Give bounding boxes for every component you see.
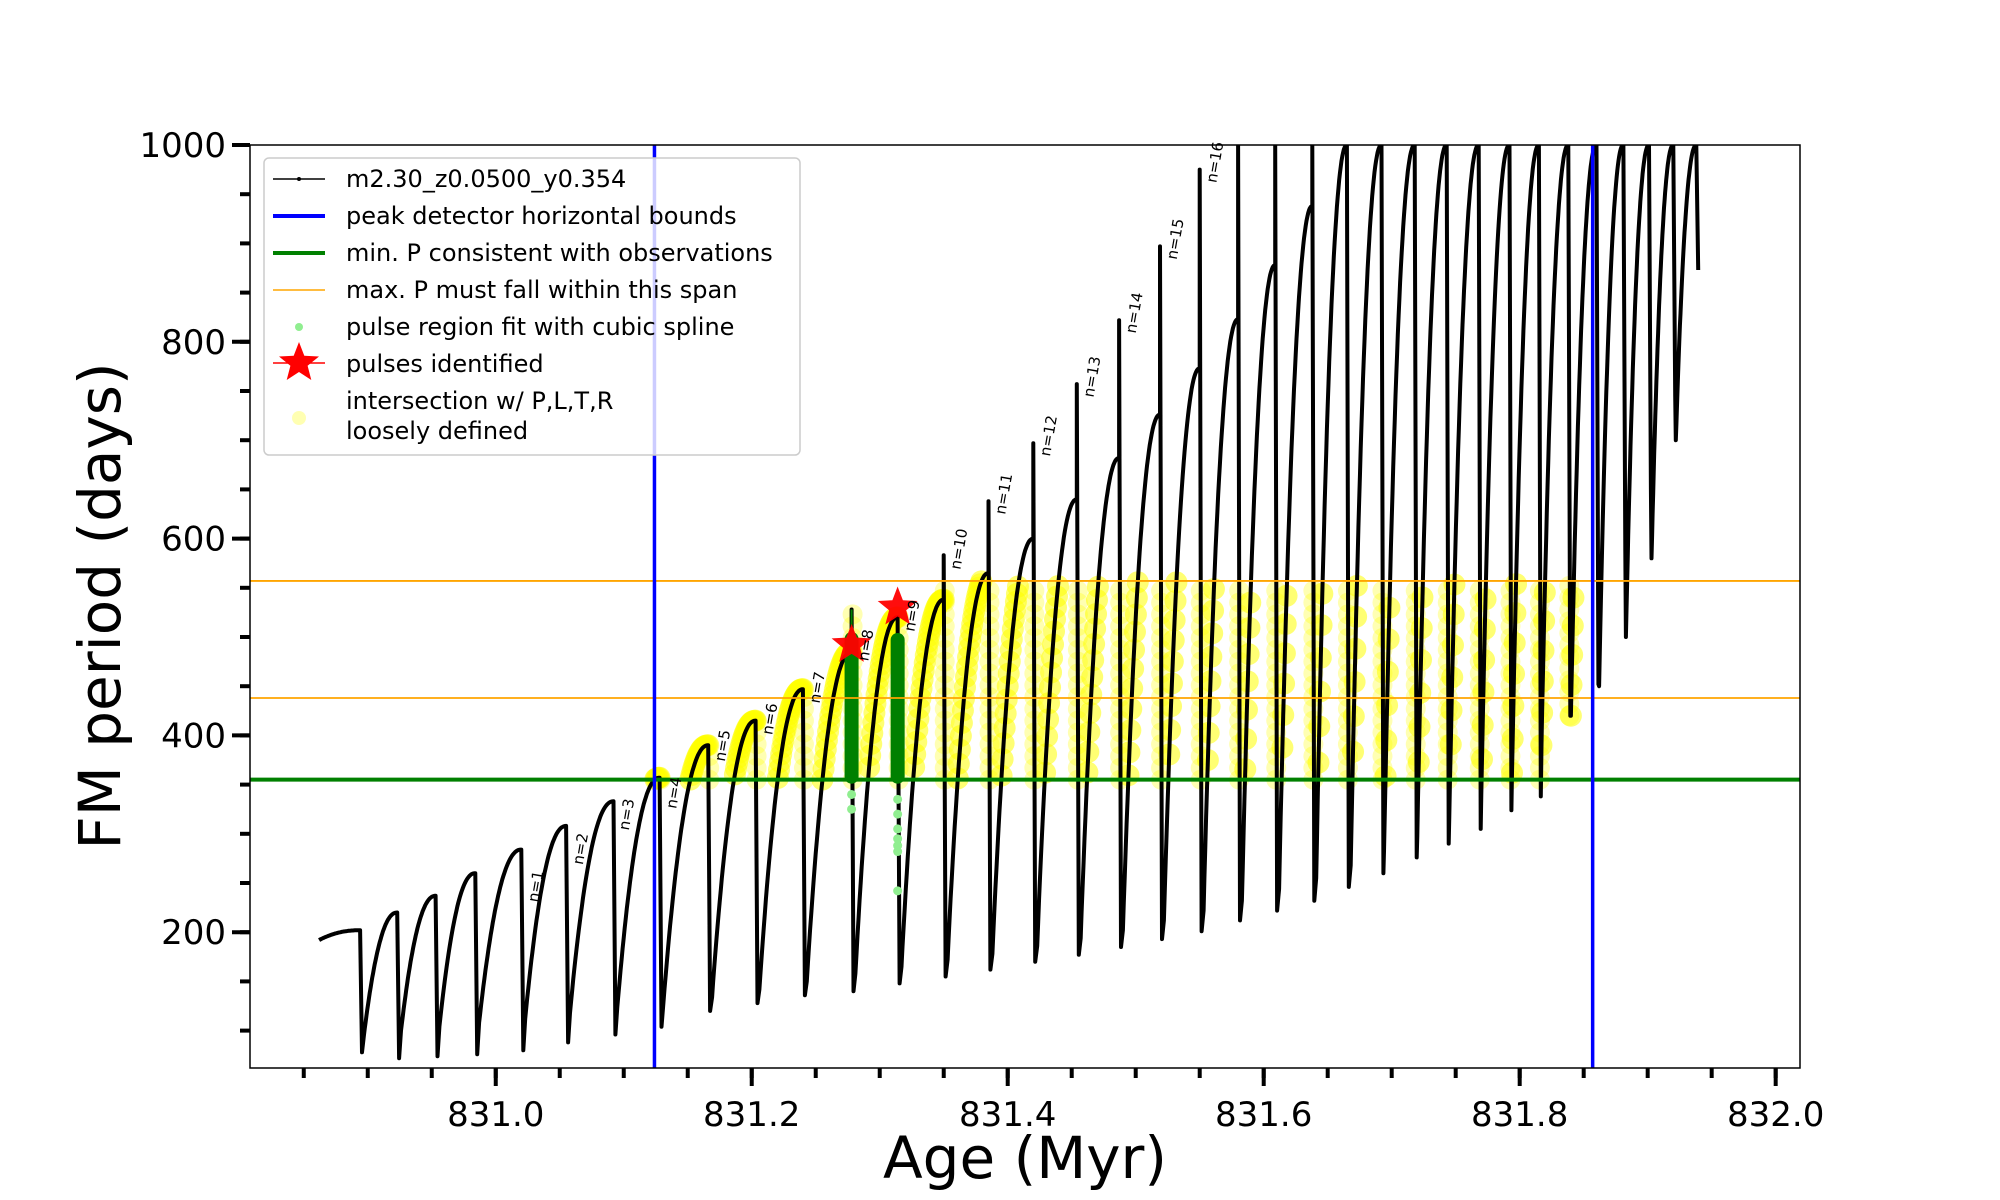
pulse-star (831, 623, 872, 662)
legend-item-bounds: peak detector horizontal bounds (273, 202, 737, 230)
spline-dot (847, 804, 857, 814)
legend-item-track: m2.30_z0.0500_y0.354 (273, 165, 626, 193)
y-axis-label: FM period (days) (66, 362, 134, 849)
spline-dot (893, 834, 903, 844)
spline-dot (893, 809, 903, 819)
y-tick-label: 800 (161, 323, 226, 363)
horizontal-lines (250, 580, 1800, 782)
legend-item-intersection: intersection w/ P,L,T,R loosely defined (292, 387, 613, 445)
x-tick-label: 831.2 (703, 1095, 800, 1135)
n-label: n=3 (615, 797, 638, 831)
n-label: n=8 (854, 628, 877, 662)
legend-label: intersection w/ P,L,T,R (346, 387, 613, 415)
x-axis: 831.0 831.2 831.4 831.6 831.8 832.0 (301, 1068, 1824, 1135)
legend-label: peak detector horizontal bounds (346, 202, 737, 230)
legend: m2.30_z0.0500_y0.354 peak detector horiz… (263, 157, 801, 456)
x-axis-label: Age (Myr) (883, 1124, 1167, 1192)
legend-item-pulses: pulses identified (273, 342, 544, 380)
x-tick-label: 831.0 (447, 1095, 544, 1135)
legend-label: min. P consistent with observations (346, 239, 773, 267)
spline-markers (844, 609, 905, 896)
spline-dot (893, 847, 903, 857)
y-tick-label: 400 (161, 716, 226, 756)
legend-label: max. P must fall within this span (346, 276, 737, 304)
legend-label: m2.30_z0.0500_y0.354 (346, 165, 626, 193)
n-label: n=1 (524, 869, 547, 903)
n-label: n=7 (806, 670, 829, 704)
legend-track-marker-icon (297, 177, 301, 181)
legend-label-line2: loosely defined (346, 417, 528, 445)
y-tick-label: 600 (161, 520, 226, 560)
spline-dot (893, 794, 903, 804)
pulse-stars (831, 586, 918, 662)
legend-label: pulses identified (346, 350, 544, 378)
spline-dot (893, 824, 903, 834)
n-label: n=6 (758, 702, 781, 736)
legend-dot-icon (295, 323, 303, 331)
spline-dot (893, 886, 903, 896)
x-tick-label: 831.6 (1215, 1095, 1312, 1135)
pulse-star (877, 586, 918, 625)
x-tick-label: 831.8 (1471, 1095, 1568, 1135)
plot-frame (249, 144, 1801, 1069)
legend-item-minp: min. P consistent with observations (273, 239, 773, 267)
legend-label: pulse region fit with cubic spline (346, 313, 734, 341)
spline-dot (847, 789, 857, 799)
n-label: n=5 (711, 728, 734, 762)
legend-item-spline: pulse region fit with cubic spline (295, 313, 734, 341)
legend-box (263, 157, 801, 456)
n-label: n=2 (569, 832, 592, 866)
x-tick-label: 832.0 (1727, 1095, 1824, 1135)
n-label: n=9 (900, 599, 923, 633)
x-tick-label: 831.4 (959, 1095, 1056, 1135)
legend-star-icon (279, 342, 319, 380)
y-axis: 200 400 600 800 1000 (139, 126, 250, 1033)
y-tick-label: 1000 (139, 126, 226, 166)
legend-item-maxp: max. P must fall within this span (273, 276, 737, 304)
y-tick-label: 200 (161, 913, 226, 953)
n-label: n=4 (662, 776, 685, 810)
legend-circle-icon (292, 411, 306, 425)
